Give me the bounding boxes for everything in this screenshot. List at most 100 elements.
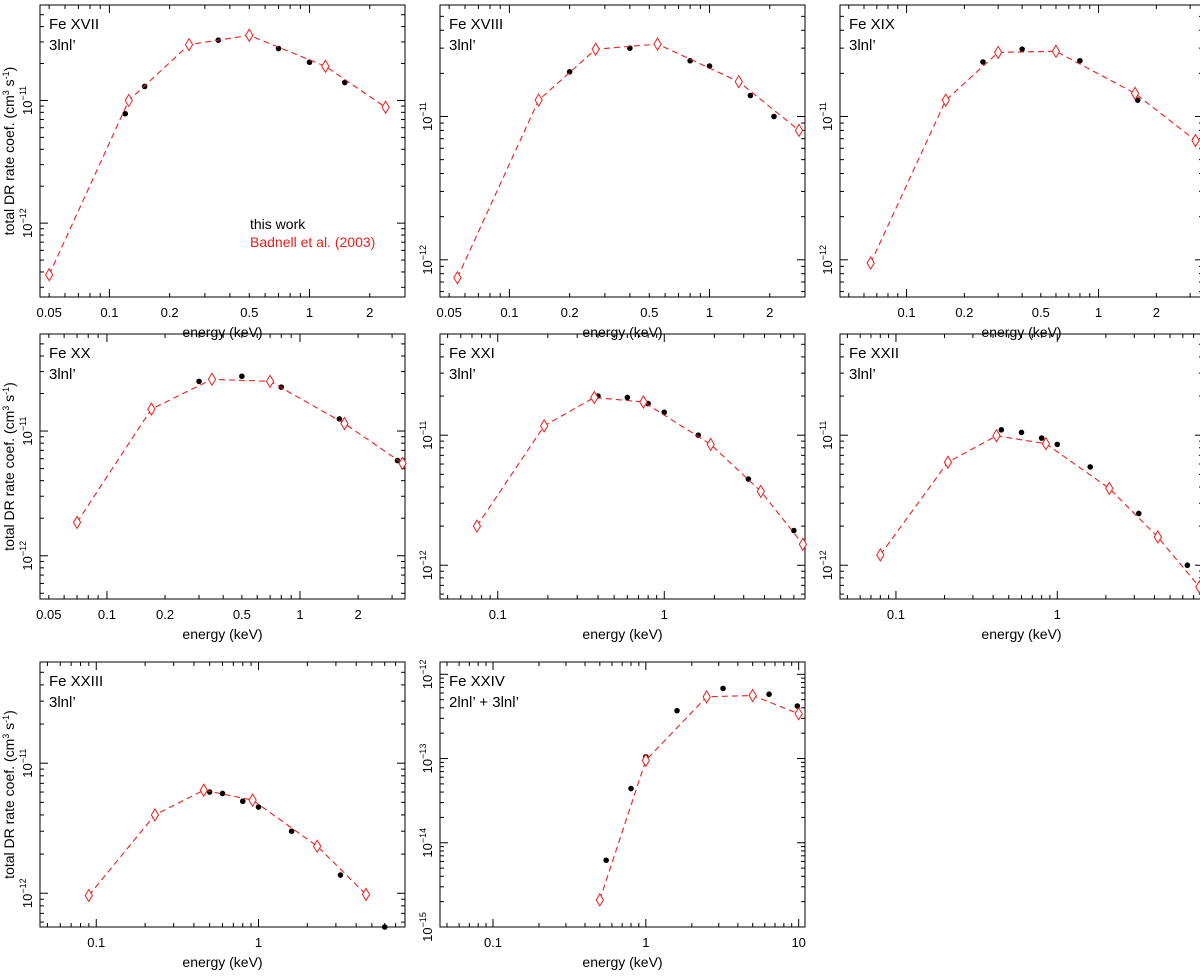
this-work-point xyxy=(336,416,343,422)
x-tick-label: 0.1 xyxy=(98,607,116,622)
badnell-point xyxy=(361,887,371,902)
plot-frame xyxy=(439,333,806,600)
badnell-point xyxy=(794,706,803,721)
badnell-dashed-line xyxy=(88,789,367,896)
legend-badnell: Badnell et al. (2003) xyxy=(250,234,375,250)
badnell-dashed-line xyxy=(879,435,1200,588)
x-tick-label: 2 xyxy=(354,607,361,622)
chart-panel-7: 0.1 1 10−12 10−11 energy (keV) total DR rate … xyxy=(1,661,406,970)
x-axis-label: energy (keV) xyxy=(182,954,262,970)
x-tick-label: 0.2 xyxy=(955,305,973,320)
this-work-point xyxy=(255,804,262,810)
badnell-point xyxy=(748,688,757,703)
panel-title: Fe XVIII xyxy=(449,16,503,33)
y-tick-label: 10−11 xyxy=(418,421,435,450)
plot-frame xyxy=(39,4,406,298)
badnell-point xyxy=(941,93,950,108)
x-axis-label: energy (keV) xyxy=(182,626,262,642)
badnell-point xyxy=(44,267,54,282)
badnell-point xyxy=(340,416,349,431)
badnell-point xyxy=(1153,529,1163,544)
badnell-point xyxy=(124,93,133,108)
x-tick-label: 1 xyxy=(296,607,303,622)
badnell-point xyxy=(756,484,766,499)
this-work-point xyxy=(624,394,631,401)
panel-title: Fe XX xyxy=(49,345,91,362)
this-work-point xyxy=(239,373,245,380)
panel-title: Fe XIX xyxy=(849,16,895,33)
badnell-point xyxy=(1105,481,1114,496)
x-tick-label: 1 xyxy=(706,305,713,320)
this-work-point xyxy=(122,110,129,117)
panel-subtitle: 2lnl’ + 3lnl’ xyxy=(449,694,519,711)
badnell-point xyxy=(207,372,217,387)
badnell-point xyxy=(1191,133,1200,148)
x-tick-label: 1 xyxy=(255,935,262,950)
y-tick-label: 10−11 xyxy=(18,417,35,446)
panel-subtitle: 3lnl’ xyxy=(49,37,76,54)
badnell-point xyxy=(539,418,549,433)
plot-frame xyxy=(839,4,1200,298)
y-axis-label: total DR rate coef. (cm3 s-1) xyxy=(1,382,17,551)
badnell-point xyxy=(398,456,407,471)
chart-panel-1: 0.05 0.1 0.2 0.5 1 2 10−12 10−11 energy (keV) tot… xyxy=(1,4,406,340)
this-work-point xyxy=(219,790,226,797)
y-tick-label: 10−12 xyxy=(418,245,435,275)
badnell-point xyxy=(1051,44,1061,59)
panel-subtitle: 3lnl’ xyxy=(49,366,76,383)
chart-panel-6: 0.1 1 10−12 10−11 energy (keV) Fe XXII 3lnl’ xyxy=(818,333,1200,642)
this-work-point xyxy=(341,79,348,86)
this-work-point xyxy=(695,432,702,438)
panel-subtitle: 3lnl’ xyxy=(449,37,476,54)
this-work-point xyxy=(706,63,713,69)
plot-frame xyxy=(439,4,806,298)
badnell-dashed-line xyxy=(476,396,804,545)
y-tick-label: 10−15 xyxy=(418,912,435,942)
panel-title: Fe XVII xyxy=(49,16,99,33)
badnell-point xyxy=(993,45,1003,60)
x-tick-label: 1 xyxy=(661,607,668,622)
badnell-point xyxy=(595,892,605,907)
chart-panel-2: 0.05 0.1 0.2 0.5 1 2 10−12 10−11 energy (keV) Fe … xyxy=(418,4,806,340)
x-tick-label: 1 xyxy=(306,305,313,320)
badnell-point xyxy=(590,390,599,405)
badnell-point xyxy=(381,100,390,115)
this-work-point xyxy=(747,92,754,99)
badnell-point xyxy=(1041,436,1051,451)
badnell-point xyxy=(866,256,875,270)
this-work-point xyxy=(1018,429,1025,436)
y-axis-label: total DR rate coef. (cm3 s-1) xyxy=(1,710,17,879)
x-tick-label: 0.1 xyxy=(887,607,905,622)
y-tick-label: 10−12 xyxy=(818,550,835,580)
x-tick-label: 0.2 xyxy=(161,305,179,320)
badnell-point xyxy=(150,807,160,822)
y-tick-label: 10−12 xyxy=(418,550,435,580)
badnell-point xyxy=(1195,580,1200,594)
x-tick-label: 0.5 xyxy=(1032,305,1050,320)
this-work-point xyxy=(1087,464,1094,470)
badnell-point xyxy=(639,395,648,409)
x-tick-label: 0.5 xyxy=(640,305,658,320)
x-tick-label: 0.1 xyxy=(898,305,916,320)
badnell-point xyxy=(706,437,715,452)
badnell-point xyxy=(876,547,885,562)
this-work-point xyxy=(1184,562,1191,569)
this-work-point xyxy=(998,427,1005,433)
x-tick-label: 0.5 xyxy=(233,607,251,622)
x-tick-label: 2 xyxy=(766,305,773,320)
badnell-point xyxy=(72,515,82,530)
y-axis-label: total DR rate coef. (cm3 s-1) xyxy=(1,67,17,236)
badnell-point xyxy=(265,374,275,389)
y-tick-label: 10−14 xyxy=(418,828,435,858)
panel-title: Fe XXIII xyxy=(49,673,103,690)
x-tick-label: 0.2 xyxy=(156,607,174,622)
panel-title: Fe XXIV xyxy=(449,673,505,690)
this-work-point xyxy=(288,828,295,834)
chart-panel-4: 0.05 0.1 0.2 0.5 1 2 10−12 10−11 energy (keV) tot… xyxy=(1,333,407,642)
badnell-dashed-line xyxy=(456,43,800,278)
badnell-dashed-line xyxy=(870,50,1196,264)
this-work-point xyxy=(239,798,246,805)
x-tick-label: 0.1 xyxy=(489,607,507,622)
